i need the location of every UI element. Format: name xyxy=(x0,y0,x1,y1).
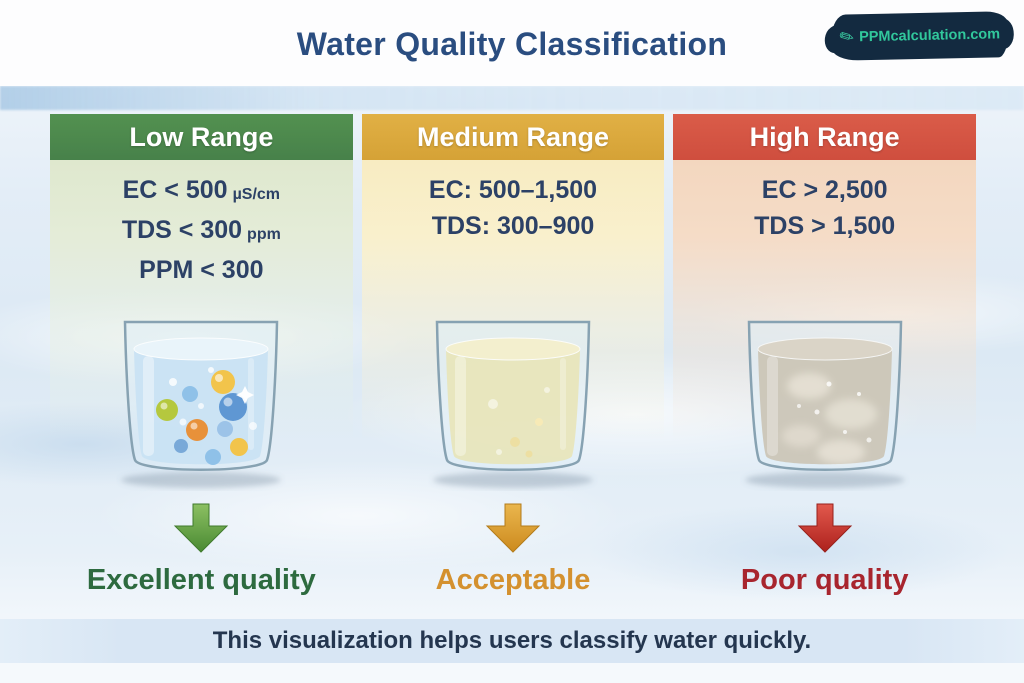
column-high-range: High Range EC > 2,500 TDS > 1,500 xyxy=(673,114,977,644)
high-range-body: EC > 2,500 TDS > 1,500 xyxy=(673,160,977,644)
metric-ec: EC < 500 µS/cm xyxy=(122,176,281,204)
metric-tds: TDS: 300–900 xyxy=(431,212,595,240)
metric-ppm: PPM < 300 xyxy=(139,256,264,284)
high-range-header: High Range xyxy=(673,114,977,160)
medium-range-body: EC: 500–1,500 TDS: 300–900 xyxy=(361,160,665,644)
range-columns: Low Range EC < 500 µS/cm TDS < 300 ppm PPM… xyxy=(50,114,977,644)
footer-band: This visualization helps users classify … xyxy=(0,619,1024,663)
sky-streak xyxy=(0,86,1024,110)
high-range-metrics: EC > 2,500 TDS > 1,500 xyxy=(754,160,895,292)
header: Water Quality Classification ✎ PPMcalcul… xyxy=(0,0,1024,86)
high-range-quality-label: Poor quality xyxy=(740,564,909,596)
low-range-metrics: EC < 500 µS/cm TDS < 300 ppm PPM < 300 xyxy=(122,160,281,292)
low-range-quality-label: Excellent quality xyxy=(86,564,316,596)
metric-ec: EC > 2,500 xyxy=(761,176,888,204)
red-down-arrow-icon xyxy=(797,502,853,554)
brand-badge: ✎ PPMcalculation.com xyxy=(831,11,1009,61)
bottom-strip xyxy=(0,663,1024,683)
clean-water-glass-illustration xyxy=(115,294,287,496)
low-range-header: Low Range xyxy=(50,114,353,160)
green-down-arrow-icon xyxy=(173,502,229,554)
yellow-water-glass-illustration xyxy=(427,294,599,496)
low-range-body: EC < 500 µS/cm TDS < 300 ppm PPM < 300 xyxy=(50,160,353,644)
column-medium-range: Medium Range EC: 500–1,500 TDS: 300–900 xyxy=(361,114,665,644)
metric-tds: TDS > 1,500 xyxy=(754,212,896,240)
footer-text: This visualization helps users classify … xyxy=(212,627,812,654)
brand-name: PPMcalculation.com xyxy=(858,26,1001,46)
pen-icon: ✎ xyxy=(835,25,858,49)
medium-range-quality-label: Acceptable xyxy=(435,564,591,596)
page-title: Water Quality Classification xyxy=(296,26,728,62)
orange-down-arrow-icon xyxy=(485,502,541,554)
medium-range-metrics: EC: 500–1,500 TDS: 300–900 xyxy=(429,160,597,292)
metric-tds: TDS < 300 ppm xyxy=(121,216,281,244)
medium-range-header: Medium Range xyxy=(361,114,665,160)
column-low-range: Low Range EC < 500 µS/cm TDS < 300 ppm PPM… xyxy=(50,114,353,644)
metric-ec: EC: 500–1,500 xyxy=(428,176,598,204)
murky-water-glass-illustration xyxy=(739,294,911,496)
